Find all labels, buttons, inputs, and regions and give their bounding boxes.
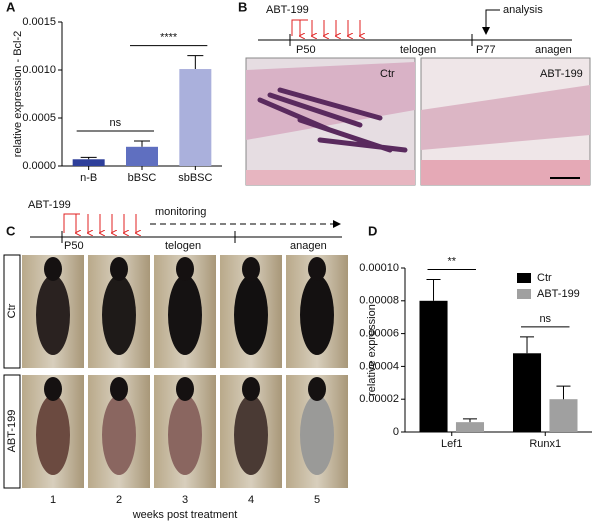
- mouse: [234, 275, 268, 355]
- error-bar: [556, 385, 571, 400]
- legend-label: Ctr: [537, 272, 552, 284]
- y-tick-label: 0.0000: [22, 160, 56, 172]
- column-label: 1: [50, 494, 56, 506]
- mouse-head: [308, 377, 326, 401]
- y-tick-label: 0.0010: [22, 64, 56, 76]
- row-label-box: [3, 254, 21, 489]
- mouse: [234, 395, 268, 475]
- mouse: [102, 395, 136, 475]
- image-label: ABT-199: [540, 68, 583, 80]
- bar: [179, 69, 212, 166]
- treatment-label: ABT-199: [28, 199, 71, 211]
- image-label: Ctr: [380, 68, 395, 80]
- mouse-head: [176, 257, 194, 281]
- timeline-b: [258, 9, 572, 46]
- x-tick-label: n-B: [80, 172, 97, 184]
- y-tick-label: 0.00002: [359, 393, 399, 405]
- mouse-head: [110, 257, 128, 281]
- row-label: Ctr: [6, 303, 18, 318]
- row-label: ABT-199: [6, 410, 18, 453]
- y-axis-label: relative expression: [366, 304, 378, 396]
- histology-image: [245, 57, 416, 186]
- timepoint-label: P50: [64, 240, 84, 252]
- significance-label: ****: [160, 32, 178, 44]
- treatment-label: ABT-199: [266, 4, 309, 16]
- error-bar: [462, 418, 477, 423]
- panel-label: A: [6, 0, 16, 14]
- timeline-c: [30, 213, 342, 243]
- phase-label: anagen: [290, 240, 327, 252]
- mouse: [168, 275, 202, 355]
- mouse-photos: [22, 255, 348, 488]
- bar: [512, 353, 542, 432]
- error-bar: [520, 336, 535, 354]
- mouse: [36, 395, 70, 475]
- histology-image: [420, 57, 591, 186]
- mouse-head: [308, 257, 326, 281]
- mouse-head: [242, 257, 260, 281]
- mouse-head: [242, 377, 260, 401]
- phase-label: telogen: [400, 44, 436, 56]
- x-tick-label: bBSC: [128, 172, 157, 184]
- monitoring-label: monitoring: [155, 206, 206, 218]
- panel-label: B: [238, 0, 247, 14]
- mouse: [168, 395, 202, 475]
- bar: [455, 422, 485, 432]
- mouse-head: [44, 377, 62, 401]
- bar: [549, 399, 578, 432]
- bar: [72, 159, 105, 166]
- significance-label: ns: [110, 117, 122, 129]
- legend-swatch: [517, 273, 531, 283]
- panel-label: D: [368, 223, 377, 238]
- x-tick-label: Lef1: [441, 438, 462, 450]
- column-label: 4: [248, 494, 254, 506]
- y-tick-label: 0: [393, 426, 399, 438]
- mouse: [300, 395, 334, 475]
- phase-label: anagen: [535, 44, 572, 56]
- error-bar: [187, 55, 204, 70]
- y-tick-label: 0.00004: [359, 360, 399, 372]
- y-tick-label: 0.00006: [359, 328, 399, 340]
- column-label: 5: [314, 494, 320, 506]
- bar: [126, 146, 158, 166]
- y-tick-label: 0.0005: [22, 112, 56, 124]
- y-axis-label: relative expression - Bcl-2: [12, 31, 24, 158]
- error-bar: [80, 156, 97, 160]
- column-label: 3: [182, 494, 188, 506]
- y-tick-label: 0.0015: [22, 16, 56, 28]
- y-tick-label: 0.00008: [359, 295, 399, 307]
- mouse: [36, 275, 70, 355]
- legend-label: ABT-199: [537, 288, 580, 300]
- x-tick-label: sbBSC: [178, 172, 212, 184]
- timepoint-label: P77: [476, 44, 496, 56]
- mouse-head: [110, 377, 128, 401]
- mouse-head: [176, 377, 194, 401]
- x-tick-label: Runx1: [529, 438, 561, 450]
- y-tick-label: 0.00010: [359, 262, 399, 274]
- timepoint-label: P50: [296, 44, 316, 56]
- mouse: [300, 275, 334, 355]
- phase-label: telogen: [165, 240, 201, 252]
- significance-label: **: [447, 255, 456, 267]
- bar: [419, 300, 448, 432]
- mouse: [102, 275, 136, 355]
- error-bar: [134, 140, 150, 147]
- legend-swatch: [517, 289, 531, 299]
- analysis-label: analysis: [503, 4, 543, 16]
- significance-label: ns: [539, 313, 551, 325]
- panel-label: C: [6, 223, 16, 238]
- mouse-head: [44, 257, 62, 281]
- error-bar: [426, 278, 441, 301]
- column-label: 2: [116, 494, 122, 506]
- x-axis-label: weeks post treatment: [132, 509, 238, 521]
